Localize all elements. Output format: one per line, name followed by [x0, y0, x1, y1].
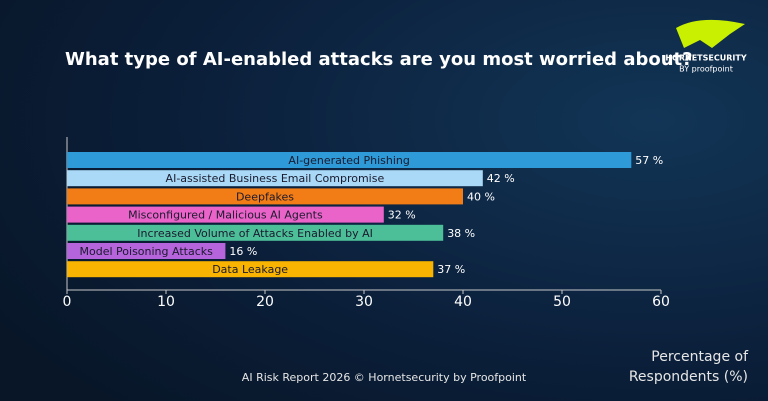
value-label: 37 %	[437, 263, 465, 276]
bar	[67, 188, 463, 205]
bar-label: AI-assisted Business Email Compromise	[166, 172, 385, 185]
value-label: 57 %	[635, 154, 663, 167]
chart-title: What type of AI-enabled attacks are you …	[65, 49, 693, 70]
bar-label: Increased Volume of Attacks Enabled by A…	[137, 227, 373, 240]
logo-name: HORNETSECURITY	[665, 54, 746, 63]
bar-label: Misconfigured / Malicious AI Agents	[128, 209, 323, 222]
x-tick-label: 50	[553, 294, 571, 310]
logo-byline: BY proofpoint	[679, 65, 733, 74]
bar	[67, 243, 226, 259]
x-axis-label: Respondents (%)	[629, 369, 748, 385]
value-label: 38 %	[447, 227, 475, 240]
logo-icon	[676, 19, 745, 48]
bar-label: Model Poisoning Attacks	[80, 245, 214, 258]
value-label: 42 %	[487, 172, 515, 185]
bar	[67, 206, 384, 223]
bar-label: Deepfakes	[236, 190, 294, 203]
x-tick-label: 10	[157, 294, 175, 310]
bar	[67, 224, 444, 241]
x-tick-label: 0	[63, 294, 72, 310]
footer: AI Risk Report 2026 © Hornetsecurity by …	[242, 371, 527, 384]
value-label: 32 %	[388, 209, 416, 222]
value-label: 16 %	[229, 245, 257, 258]
value-label: 40 %	[467, 190, 495, 203]
x-tick-label: 30	[355, 294, 373, 310]
x-tick-label: 40	[454, 294, 472, 310]
x-tick-label: 20	[256, 294, 274, 310]
bar	[67, 261, 434, 278]
bar	[67, 152, 632, 168]
bar-label: Data Leakage	[212, 263, 288, 276]
x-axis-label: Percentage of	[651, 349, 749, 365]
x-tick-label: 60	[652, 294, 670, 310]
bar	[67, 170, 483, 187]
bar-label: AI-generated Phishing	[288, 154, 409, 167]
